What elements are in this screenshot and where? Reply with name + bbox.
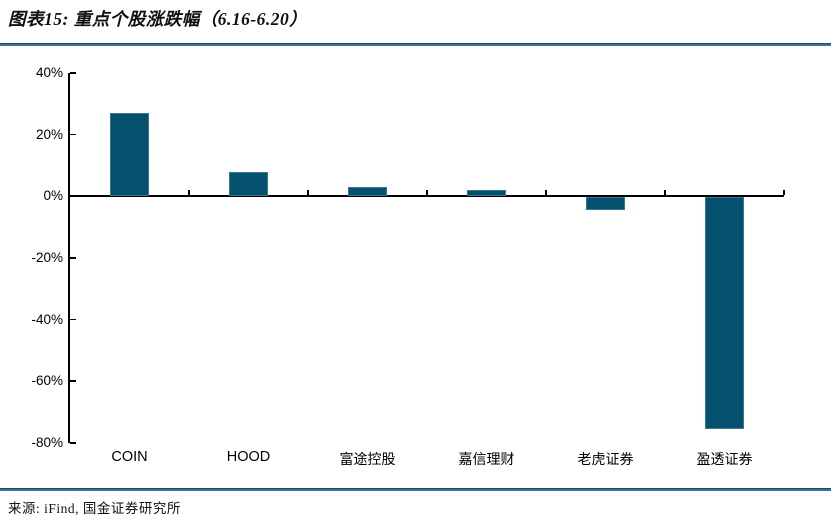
y-axis-tick <box>70 133 76 136</box>
category-label: 嘉信理财 <box>458 453 515 468</box>
x-axis-line <box>68 195 784 198</box>
x-axis-tick <box>664 190 666 196</box>
bar <box>467 190 506 197</box>
y-axis-label: -80% <box>31 435 63 450</box>
category-label: HOOD <box>226 449 271 465</box>
y-axis-label: -40% <box>31 311 63 327</box>
category-label: 老虎证券 <box>577 453 634 468</box>
y-axis-label: 40% <box>35 65 63 80</box>
x-axis-tick <box>188 190 190 196</box>
x-axis-tick <box>426 190 428 196</box>
y-axis-tick <box>70 195 76 197</box>
y-axis-tick <box>70 318 76 321</box>
y-axis-label: -60% <box>31 373 63 389</box>
y-axis-tick <box>70 72 76 74</box>
bottom-divider <box>0 488 831 491</box>
category-label: 盈透证券 <box>696 453 753 468</box>
bar <box>586 197 625 210</box>
bar <box>110 113 149 197</box>
x-axis-tick <box>783 190 785 196</box>
y-axis-label: -20% <box>31 250 63 265</box>
category-label: COIN <box>111 449 148 465</box>
bar <box>229 171 268 197</box>
x-axis-tick <box>307 190 309 196</box>
bar <box>705 197 744 429</box>
y-axis-label: 20% <box>35 126 63 142</box>
y-axis-label: 0% <box>43 188 63 204</box>
category-label: 富途控股 <box>339 453 396 468</box>
y-axis-line <box>68 73 70 443</box>
x-axis-tick <box>545 190 547 196</box>
y-axis-tick <box>70 380 76 382</box>
top-divider <box>0 43 831 46</box>
y-axis-tick <box>70 257 76 259</box>
bar <box>348 187 387 197</box>
source-note: 来源: iFind, 国金证券研究所 <box>8 501 181 516</box>
chart-title: 图表15: 重点个股涨跌幅（6.16-6.20） <box>8 9 308 29</box>
y-axis-tick <box>70 442 76 444</box>
